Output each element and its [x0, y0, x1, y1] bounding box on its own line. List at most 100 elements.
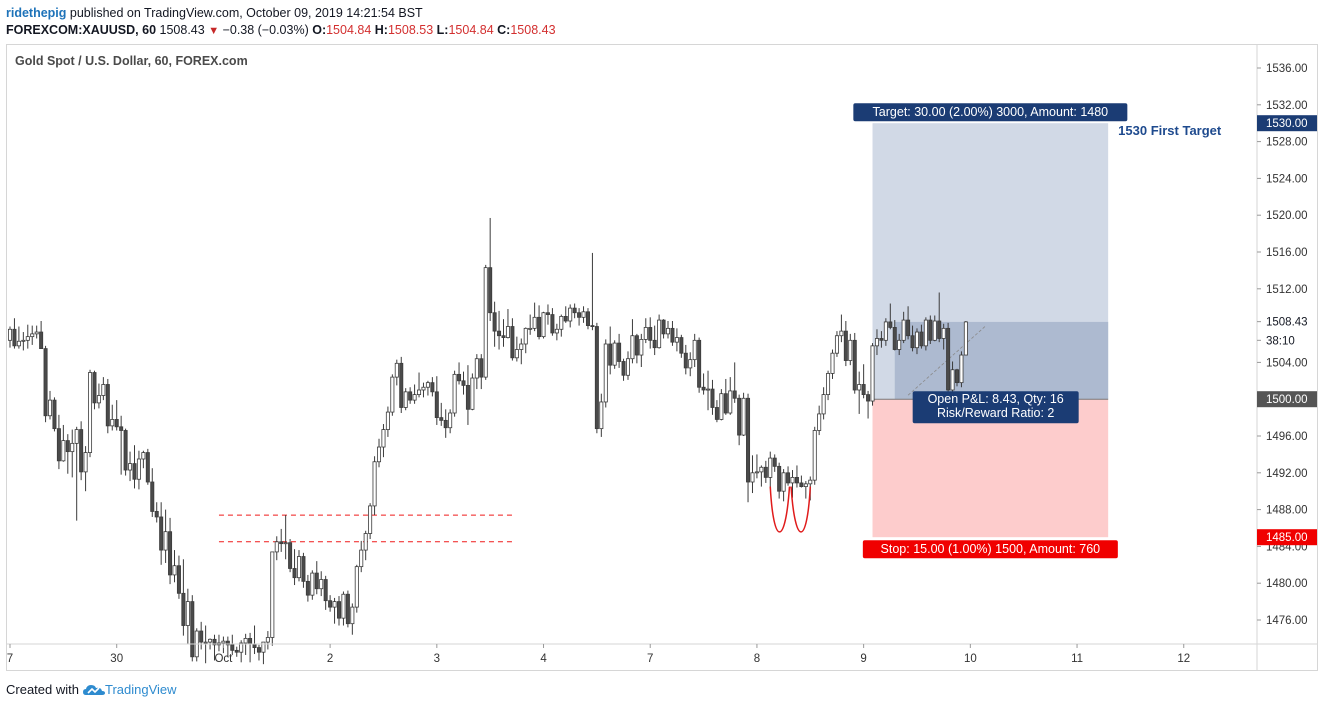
candle: [883, 318, 888, 346]
candle-body: [790, 476, 795, 484]
risk-reward-text: Risk/Reward Ratio: 2: [937, 406, 1054, 420]
candle-body: [465, 384, 470, 410]
candle-body: [848, 339, 853, 361]
candle: [43, 345, 48, 423]
candle: [305, 574, 310, 602]
x-tick-label: 4: [540, 653, 547, 665]
candle: [608, 326, 613, 375]
candle-body: [417, 389, 422, 395]
candle: [261, 641, 266, 665]
first-target-annotation[interactable]: 1530 First Target: [1118, 123, 1222, 138]
double-bottom-drawing[interactable]: [769, 486, 812, 533]
y-tick-label: 1496.00: [1266, 431, 1308, 443]
y-tick-label: 1476.00: [1266, 615, 1308, 627]
price-flag-label: 1530.00: [1266, 118, 1308, 130]
candle: [612, 340, 617, 369]
candle-body: [914, 331, 919, 349]
candle: [74, 426, 79, 521]
candle: [830, 349, 835, 379]
candle-body: [652, 339, 657, 349]
candle-body: [385, 411, 390, 430]
candle: [359, 540, 364, 573]
candle: [666, 321, 671, 339]
y-tick-label: 1524.00: [1266, 173, 1308, 185]
candle: [225, 636, 230, 657]
candle-body: [906, 319, 911, 337]
y-tick-label: 1492.00: [1266, 468, 1308, 480]
author-link[interactable]: ridethepig: [6, 6, 67, 20]
candle: [728, 377, 733, 415]
candle-body: [145, 452, 150, 483]
candle-body: [119, 426, 124, 431]
candle-body: [852, 339, 857, 391]
candle: [817, 405, 822, 436]
candle: [479, 354, 484, 390]
target-label[interactable]: Target: 30.00 (2.00%) 3000, Amount: 1480: [853, 103, 1128, 122]
candle: [194, 628, 199, 662]
candle-body: [919, 331, 924, 347]
x-tick-label: 8: [754, 653, 760, 665]
candle-body: [483, 267, 488, 378]
candle-body: [128, 463, 133, 471]
candle-body: [714, 407, 719, 420]
candle-body: [88, 372, 93, 453]
candle-body: [7, 328, 12, 341]
candle: [741, 392, 746, 436]
pnl-line-text: Open P&L: 8.43, Qty: 16: [928, 392, 1064, 406]
x-tick-label: 11: [1071, 653, 1083, 665]
candle: [323, 575, 328, 610]
candle: [492, 301, 497, 347]
candle-body: [674, 337, 679, 343]
candle-body: [683, 352, 688, 369]
candle: [30, 325, 35, 345]
candle: [119, 415, 124, 475]
candle-body: [261, 641, 266, 653]
candle: [537, 305, 542, 340]
candle-body: [403, 391, 408, 408]
candle-body: [923, 319, 928, 347]
candle: [732, 362, 737, 403]
candle-body: [350, 606, 355, 625]
candle: [746, 393, 751, 503]
candle-body: [808, 479, 813, 485]
candle: [852, 332, 857, 394]
candle-body: [803, 483, 808, 487]
candle: [572, 303, 577, 319]
candle-body: [514, 349, 519, 359]
candle: [92, 370, 97, 410]
candle-body: [43, 348, 48, 417]
created-with-text: Created with: [6, 682, 79, 697]
candle: [403, 388, 408, 411]
candle: [399, 356, 404, 413]
candle: [719, 389, 724, 421]
candle: [328, 595, 333, 612]
candle-body: [537, 316, 542, 338]
price-flag-150000: [1257, 391, 1317, 408]
candle: [159, 502, 164, 565]
candle: [461, 371, 466, 395]
candle: [630, 319, 635, 364]
candle: [265, 631, 270, 650]
candle-body: [265, 637, 270, 643]
candle-body: [781, 472, 786, 492]
candle-body: [337, 601, 342, 619]
candle: [683, 344, 688, 375]
candle: [839, 314, 844, 343]
candle-body: [679, 337, 684, 354]
candle: [892, 320, 897, 351]
symbol-label[interactable]: FOREXCOM:XAUUSD, 60: [6, 23, 157, 37]
candle-body: [839, 330, 844, 337]
candle-body: [688, 359, 693, 369]
candle: [110, 404, 115, 431]
candle-body: [363, 533, 368, 551]
tradingview-logo[interactable]: TradingView: [82, 681, 177, 699]
candle-body: [399, 362, 404, 408]
candle: [394, 359, 399, 386]
candle-body: [225, 640, 230, 646]
price-flag-148500: [1257, 529, 1317, 546]
candle-body: [79, 429, 84, 473]
stop-label[interactable]: Stop: 15.00 (1.00%) 1500, Amount: 760: [862, 540, 1118, 559]
candle-body: [319, 579, 324, 590]
